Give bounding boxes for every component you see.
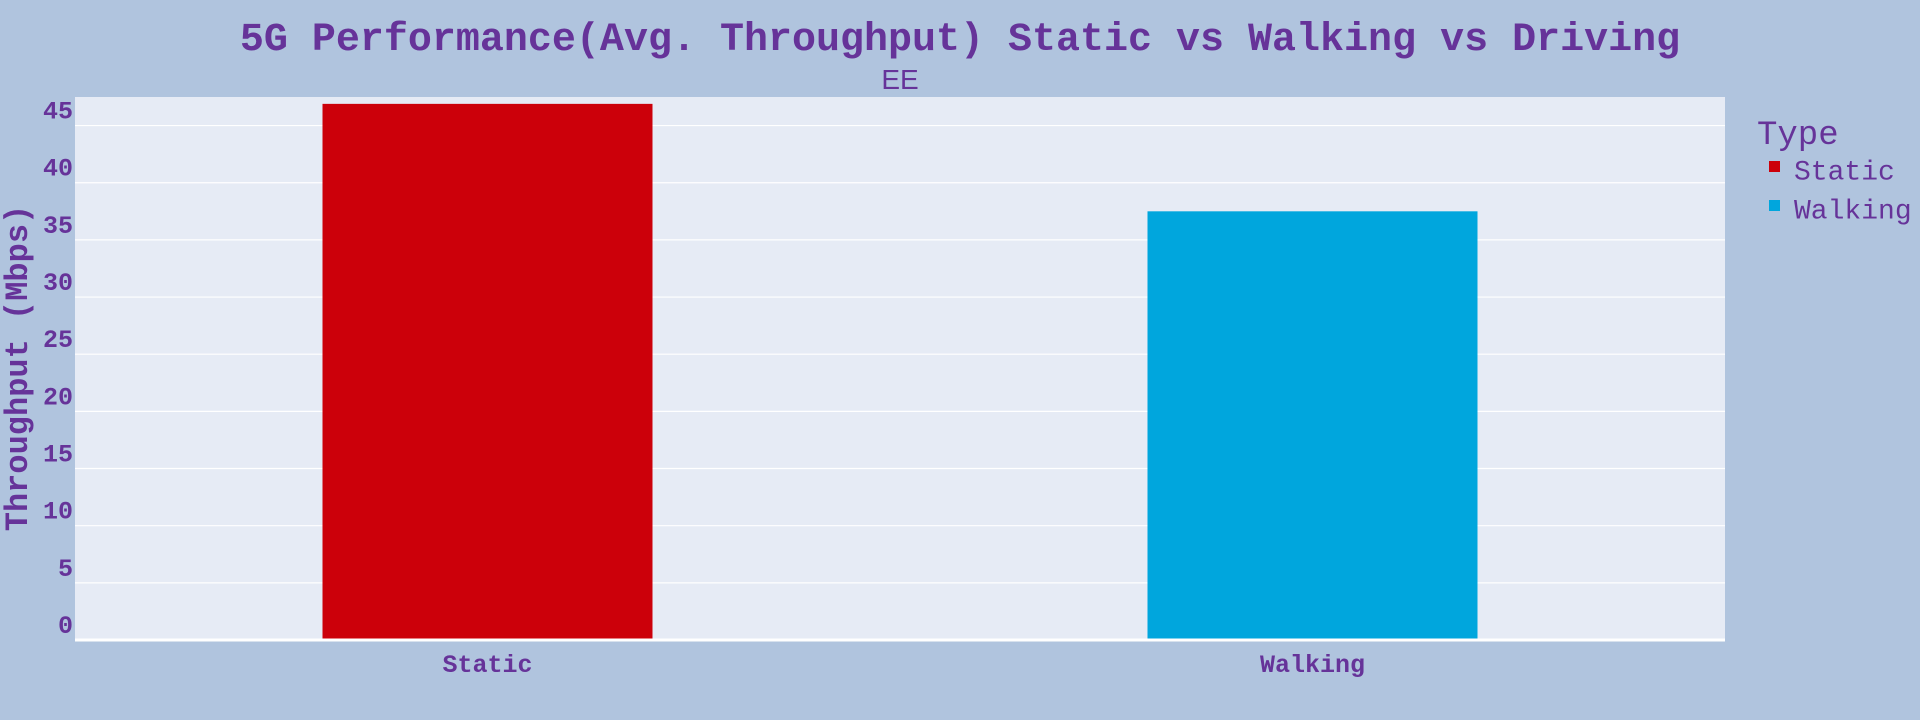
bar-walking bbox=[1147, 211, 1478, 640]
x-tick-label-static: Static bbox=[442, 651, 532, 680]
y-tick-label-35: 35 bbox=[43, 212, 73, 241]
y-tick-label-10: 10 bbox=[43, 498, 73, 527]
y-tick-label-25: 25 bbox=[43, 326, 73, 355]
x-tick-label-walking: Walking bbox=[1260, 651, 1365, 680]
y-tick-label-5: 5 bbox=[58, 555, 73, 584]
legend-title: Type bbox=[1757, 117, 1839, 155]
y-tick-label-0: 0 bbox=[58, 612, 73, 641]
legend-label-walking: Walking bbox=[1794, 196, 1912, 227]
y-tick-label-20: 20 bbox=[43, 383, 73, 412]
chart-subtitle: EE bbox=[881, 64, 918, 95]
chart-title: 5G Performance(Avg. Throughput) Static v… bbox=[240, 18, 1680, 63]
legend-swatch-static bbox=[1769, 161, 1780, 172]
legend-swatch-walking bbox=[1769, 200, 1780, 211]
y-tick-label-40: 40 bbox=[43, 155, 73, 184]
bar-series bbox=[322, 103, 1478, 640]
x-axis-ticks: Static Walking bbox=[442, 651, 1365, 680]
legend: Static Walking bbox=[1769, 157, 1912, 227]
y-axis-ticks: 0 5 10 15 20 25 30 35 40 45 bbox=[43, 98, 73, 641]
legend-label-static: Static bbox=[1794, 157, 1895, 188]
y-tick-label-45: 45 bbox=[43, 98, 73, 127]
y-tick-label-15: 15 bbox=[43, 441, 73, 470]
y-tick-label-30: 30 bbox=[43, 269, 73, 298]
bar-static bbox=[322, 103, 653, 640]
y-axis-title: Throughput (Mbps) bbox=[0, 205, 37, 531]
